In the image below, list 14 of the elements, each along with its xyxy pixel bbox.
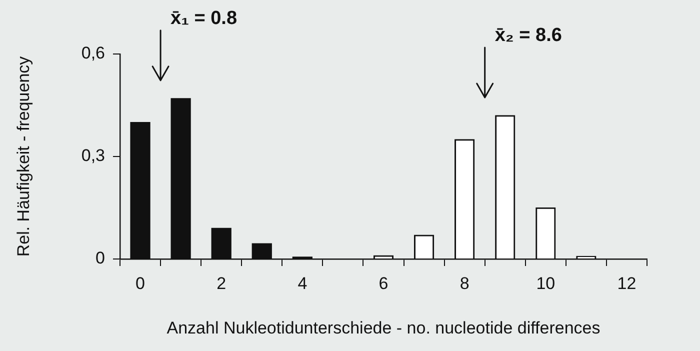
y-tick-label: 0 [96, 248, 105, 268]
x-tick-label: 10 [536, 274, 556, 293]
x-tick-label: 8 [460, 274, 470, 293]
y-axis-title: Rel. Häufigkeit - frequency [14, 56, 33, 257]
text: x̄₁ = 0.8 [170, 8, 238, 30]
x-tick-label: 4 [298, 274, 308, 293]
x-tick-label: 0 [136, 274, 146, 293]
x-tick-label: 6 [378, 274, 388, 293]
text: x̄₂ = 8.6 [494, 25, 562, 46]
x-tick-label: 12 [617, 274, 636, 293]
x-tick-label: 2 [216, 274, 226, 293]
x-axis-title: Anzahl Nukleotidunterschiede - no. nucleotide differences [166, 318, 600, 338]
y-tick-label: 0,3 [81, 146, 105, 166]
y-tick-label: 0,6 [81, 44, 105, 63]
